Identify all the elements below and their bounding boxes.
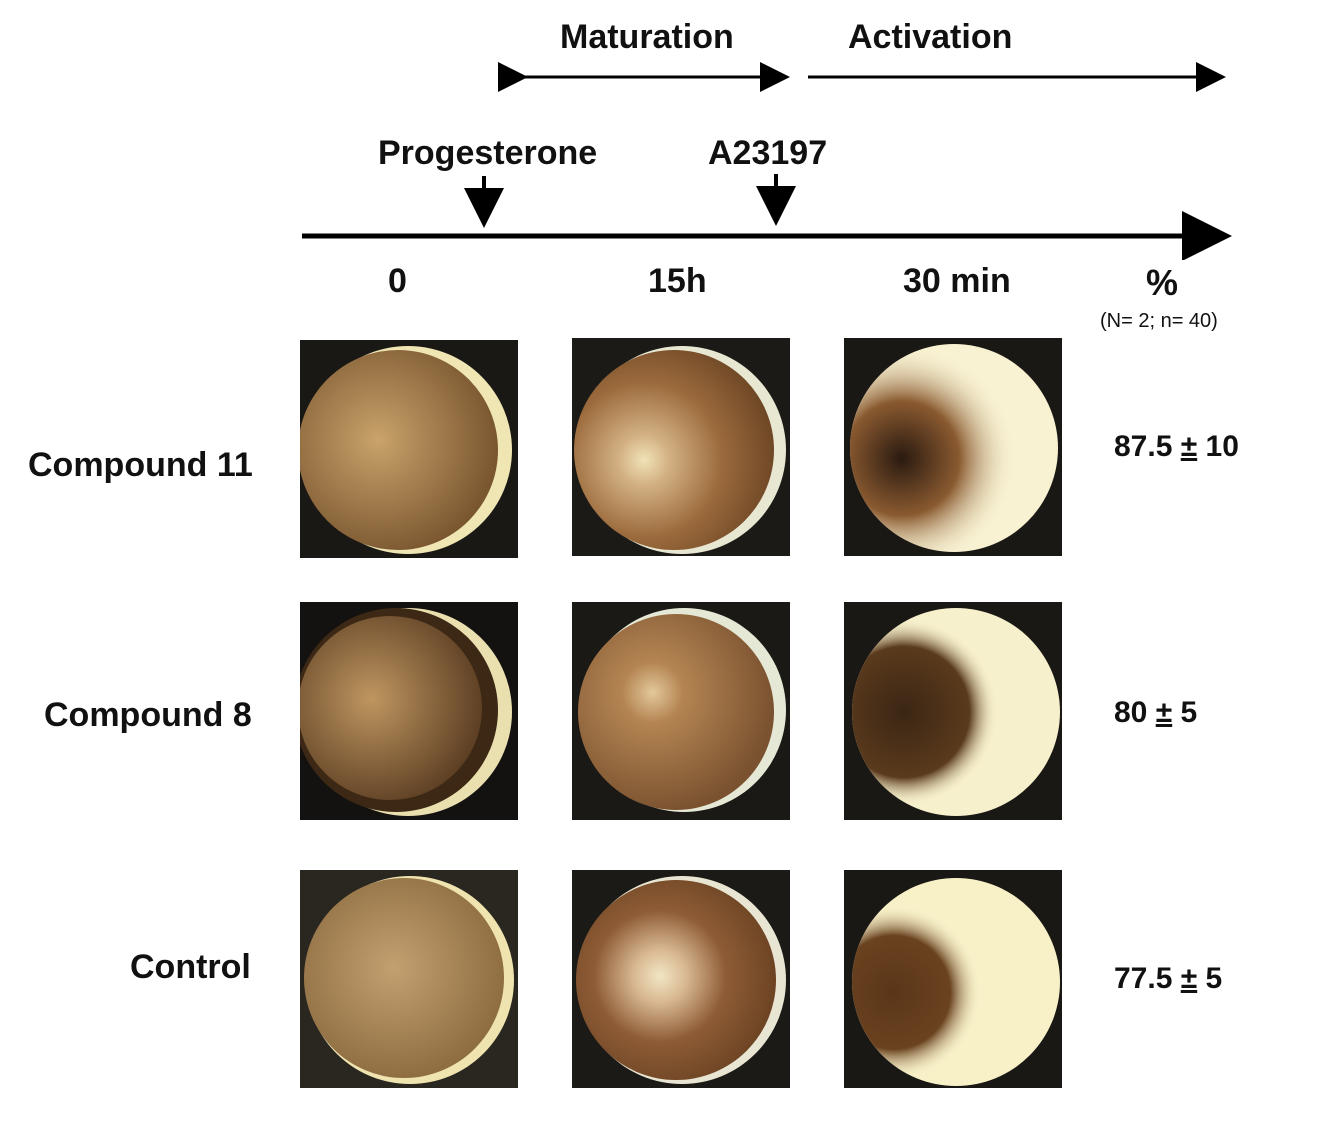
row-label-control: Control [130, 948, 251, 986]
sample-note: (N= 2; n= 40) [1100, 310, 1218, 332]
timepoint-15h-label: 15h [648, 262, 707, 300]
timeline-arrows [302, 62, 1232, 260]
value-compound-8: 80 ± 5 [1114, 696, 1198, 729]
value-control: 77.5 ± 5 [1114, 962, 1223, 995]
oocyte-compound-8-0 [300, 602, 518, 820]
activation-label: Activation [848, 18, 1013, 56]
oocyte-compound-11-30min [844, 338, 1062, 556]
oocyte-compound-8-15h [572, 602, 790, 820]
oocyte-compound-8-30min [844, 602, 1062, 820]
a23197-label: A23197 [708, 134, 828, 172]
oocyte-compound-11-15h [572, 338, 790, 556]
row-label-compound-11: Compound 11 [28, 446, 253, 484]
maturation-label: Maturation [560, 18, 734, 56]
progesterone-label: Progesterone [378, 134, 598, 172]
row-label-compound-8: Compound 8 [44, 696, 252, 734]
value-compound-11: 87.5 ± 10 [1114, 430, 1239, 463]
oocyte-control-30min [844, 870, 1062, 1088]
timepoint-30min-label: 30 min [903, 262, 1011, 300]
oocyte-control-15h [572, 870, 790, 1088]
oocyte-compound-11-0 [300, 340, 518, 558]
timepoint-0-label: 0 [388, 262, 407, 300]
oocyte-control-0 [300, 870, 518, 1088]
percent-header: % [1146, 262, 1179, 303]
